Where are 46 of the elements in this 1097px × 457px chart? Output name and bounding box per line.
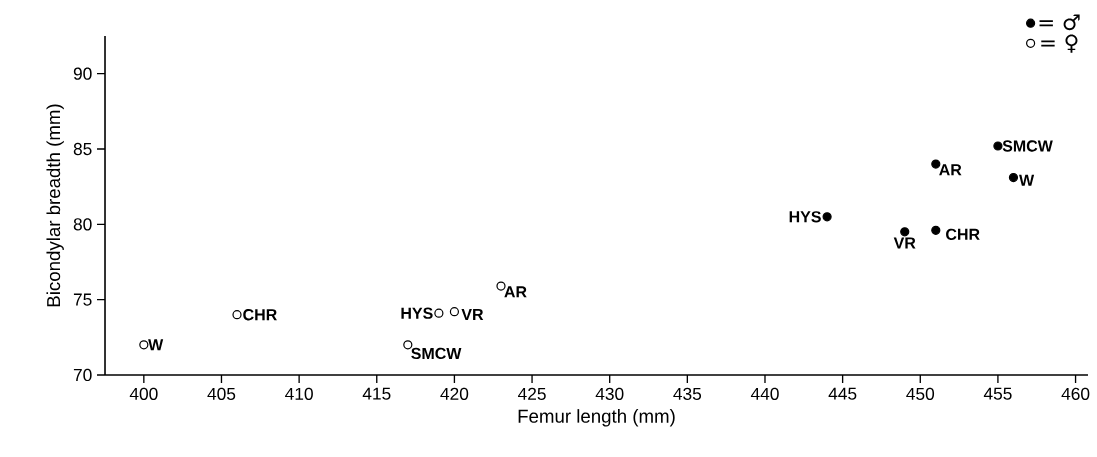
x-tick-label: 440 (750, 387, 779, 400)
annotation: SMCW (411, 347, 462, 360)
y-tick-label: 80 (73, 218, 92, 231)
y-tick-label: 70 (73, 368, 92, 382)
x-tick-label: 400 (129, 387, 158, 400)
x-tick-label: 435 (673, 387, 702, 400)
x-tick-label: 420 (440, 387, 469, 400)
x-tick-label: 455 (983, 387, 1012, 400)
x-tick-label: 415 (362, 387, 391, 400)
annotation: W (1019, 174, 1035, 186)
annotation: VR (893, 237, 916, 249)
point (449, 307, 460, 317)
annotation: AR (939, 164, 962, 176)
y-axis-title: Bicondylar breadth (mm) (46, 104, 64, 307)
y-tick-label: 75 (73, 293, 92, 306)
x-axis-title: Femur length (mm) (518, 409, 675, 427)
annotation: W (148, 339, 164, 351)
y-tick-label: 85 (73, 142, 92, 156)
x-tick-label: 405 (207, 387, 236, 400)
annotation: HYS (401, 307, 433, 319)
point (232, 310, 242, 320)
x-tick-label: 410 (285, 387, 313, 400)
point (822, 212, 832, 222)
x-tick-label: 425 (517, 387, 546, 400)
point (434, 308, 444, 318)
x-tick-label: 450 (906, 387, 935, 400)
point (403, 340, 413, 350)
legend-label: = ♀ (1041, 34, 1078, 53)
x-tick-label: 460 (1061, 387, 1090, 400)
y-tick-label: 90 (73, 67, 92, 80)
point (931, 159, 941, 169)
point (900, 227, 910, 237)
point (993, 141, 1003, 151)
point (931, 225, 941, 235)
annotation: AR (504, 286, 527, 298)
point (139, 340, 149, 350)
annotation: CHR (946, 228, 980, 240)
x-tick-label: 430 (595, 387, 624, 400)
annotation: HYS (789, 211, 821, 223)
annotation: SMCW (1002, 140, 1053, 152)
annotation: VR (461, 308, 484, 320)
point (496, 281, 506, 291)
annotation: CHR (243, 309, 277, 321)
point (1008, 173, 1019, 183)
legend-label: = ♂ (1039, 14, 1080, 31)
x-tick-label: 445 (828, 387, 857, 400)
